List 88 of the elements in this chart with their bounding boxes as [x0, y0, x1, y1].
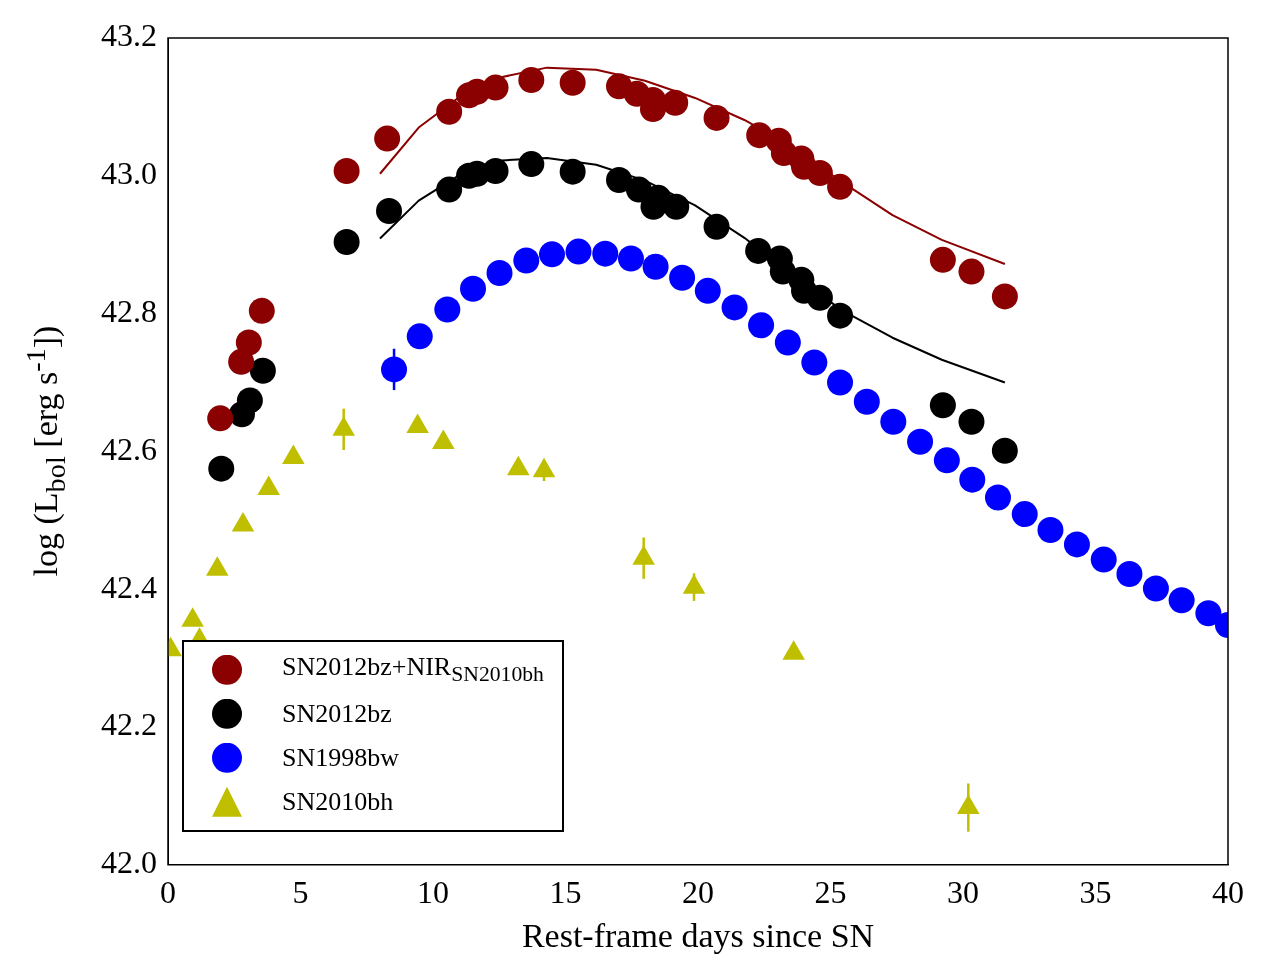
point — [1063, 531, 1090, 558]
point — [958, 258, 985, 285]
point — [333, 228, 360, 255]
point — [929, 392, 956, 419]
point — [703, 213, 730, 240]
x-tick-label: 35 — [1079, 874, 1112, 911]
point — [959, 466, 986, 493]
point — [208, 455, 235, 482]
point — [806, 284, 833, 311]
point — [745, 237, 772, 264]
point — [1168, 587, 1195, 614]
x-tick-label: 5 — [292, 874, 309, 911]
point — [929, 246, 956, 273]
point — [958, 408, 985, 435]
y-tick-label: 43.2 — [101, 17, 157, 54]
x-tick-label: 20 — [682, 874, 714, 911]
point — [663, 193, 690, 220]
point — [592, 240, 619, 267]
x-tick-label: 40 — [1212, 874, 1244, 911]
point — [801, 349, 828, 376]
legend-label: SN2012bz — [282, 698, 392, 729]
x-tick-label: 15 — [549, 874, 582, 911]
point — [991, 283, 1018, 310]
point — [248, 297, 275, 324]
point — [376, 197, 403, 224]
y-tick-label: 42.8 — [101, 293, 157, 330]
legend-label: SN1998bw — [282, 742, 400, 773]
point — [406, 323, 433, 350]
point — [933, 447, 960, 474]
point — [606, 166, 633, 193]
point — [374, 125, 401, 152]
point — [436, 176, 463, 203]
point — [1195, 600, 1222, 627]
point — [991, 437, 1018, 464]
point — [984, 484, 1011, 511]
point — [249, 357, 276, 384]
point — [806, 160, 833, 187]
point — [703, 104, 730, 131]
point — [1011, 501, 1038, 528]
point — [662, 89, 689, 116]
point — [694, 277, 721, 304]
legend-label: SN2012bz+NIR$_{SN2010bh}$ — [282, 652, 544, 688]
point — [236, 387, 263, 414]
point — [827, 173, 854, 200]
x-tick-label: 0 — [160, 874, 176, 911]
x-tick-label: 30 — [947, 874, 979, 911]
point — [748, 312, 775, 339]
x-tick-label: 25 — [814, 874, 847, 911]
point — [513, 247, 540, 274]
point — [642, 253, 669, 280]
point — [1116, 561, 1143, 588]
point — [559, 69, 586, 96]
point — [434, 296, 461, 323]
point — [617, 245, 644, 272]
y-tick-label: 42.4 — [101, 568, 157, 605]
point — [565, 238, 592, 265]
y-tick-label: 42.0 — [101, 844, 157, 881]
point — [482, 157, 509, 184]
x-axis-title: Rest-frame days since SN — [521, 916, 875, 954]
x-tick-label: 10 — [417, 874, 449, 911]
point — [518, 151, 545, 178]
point — [907, 428, 934, 455]
point — [1142, 575, 1169, 602]
point — [721, 294, 748, 321]
point — [1037, 516, 1064, 543]
point — [880, 408, 907, 435]
point — [853, 388, 880, 415]
point — [333, 157, 360, 184]
point — [460, 275, 487, 302]
point — [381, 356, 408, 383]
point — [228, 348, 255, 375]
point — [518, 67, 545, 94]
point — [827, 302, 854, 329]
point — [669, 264, 696, 291]
point — [235, 329, 262, 356]
point — [774, 329, 801, 356]
y-tick-label: 43.0 — [101, 155, 157, 192]
point — [538, 241, 565, 268]
point — [207, 405, 234, 432]
y-tick-label: 42.2 — [101, 706, 157, 743]
point — [1090, 546, 1117, 573]
point — [827, 369, 854, 396]
point — [436, 98, 463, 125]
y-tick-label: 42.6 — [101, 430, 157, 467]
legend-label: SN2010bh — [282, 786, 394, 817]
point — [482, 74, 509, 101]
point — [486, 259, 513, 286]
point — [559, 158, 586, 185]
